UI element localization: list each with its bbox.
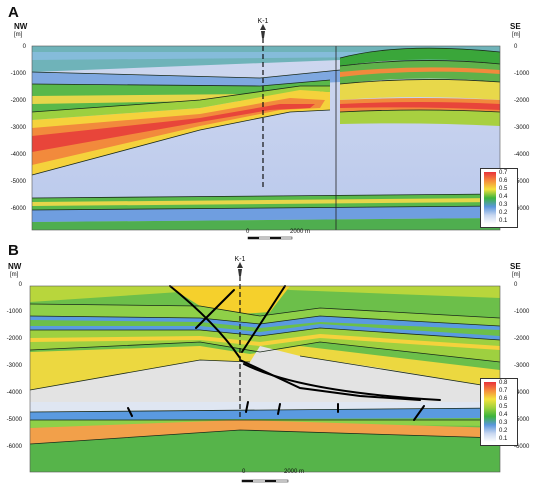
depth-tick: -2000 — [6, 336, 22, 342]
scale-end: 2000 m — [284, 469, 305, 475]
direction-right: SE — [510, 262, 521, 271]
depth-tick: -2000 — [10, 98, 26, 104]
legend-value: 0.6 — [499, 178, 508, 184]
depth-tick-right: -6000 — [514, 444, 530, 450]
well-label: K-1 — [257, 18, 269, 25]
depth-tick: -4000 — [6, 390, 22, 396]
depth-tick: -3000 — [6, 363, 22, 369]
legend-value: 0.5 — [499, 404, 508, 410]
panel-letter: B — [8, 242, 19, 259]
cross-section-b — [29, 262, 501, 483]
panel-letter: A — [8, 4, 19, 21]
scale-end: 2000 m — [290, 229, 311, 235]
legend-value: 0.3 — [499, 420, 508, 426]
direction-left: NW — [14, 22, 28, 31]
legend-bar — [484, 382, 496, 442]
legend-value: 0.5 — [499, 186, 508, 192]
depth-tick-right: -2000 — [514, 98, 530, 104]
depth-tick-right: -5000 — [514, 417, 530, 423]
legend-value: 0.1 — [499, 436, 508, 442]
well-derrick-icon — [237, 262, 243, 276]
color-legend: 0.8 0.7 0.6 0.5 0.4 0.3 0.2 0.1 — [480, 378, 518, 446]
color-legend: 0.7 0.6 0.5 0.4 0.3 0.2 0.1 — [480, 168, 518, 228]
depth-tick-right: 0 — [514, 282, 518, 288]
depth-tick-right: -4000 — [514, 390, 530, 396]
legend-bar — [484, 172, 496, 224]
depth-tick: 0 — [18, 282, 22, 288]
unit-left: [m] — [14, 32, 23, 38]
panel-b: B NW SE [m] [m] 0 -1000 -2000 -3000 -400… — [0, 242, 550, 486]
direction-left: NW — [8, 262, 22, 271]
depth-tick: -3000 — [10, 125, 26, 131]
depth-tick: 0 — [22, 44, 26, 50]
depth-tick: -5000 — [6, 417, 22, 423]
unit-right: [m] — [512, 32, 521, 38]
legend-value: 0.7 — [499, 388, 508, 394]
cross-section-a — [31, 24, 501, 240]
legend-value: 0.8 — [499, 380, 508, 386]
depth-tick: -5000 — [10, 179, 26, 185]
unit-right: [m] — [512, 272, 521, 278]
scale-start: 0 — [246, 229, 250, 235]
legend-value: 0.1 — [499, 218, 508, 224]
legend-value: 0.2 — [499, 428, 508, 434]
depth-tick: -4000 — [10, 152, 26, 158]
depth-tick: -1000 — [10, 71, 26, 77]
panel-a: A NW SE [m] [m] 0 -1000 -2000 -3000 -400… — [0, 0, 550, 242]
scale-start: 0 — [242, 469, 246, 475]
depth-tick: -6000 — [10, 206, 26, 212]
unit-left: [m] — [10, 272, 19, 278]
depth-tick-right: -3000 — [514, 125, 530, 131]
depth-tick-right: -2000 — [514, 336, 530, 342]
legend-value: 0.2 — [499, 210, 508, 216]
legend-value: 0.4 — [499, 194, 508, 200]
legend-value: 0.3 — [499, 202, 508, 208]
depth-tick: -1000 — [6, 309, 22, 315]
well-derrick-icon — [260, 24, 266, 38]
depth-tick-right: 0 — [514, 44, 518, 50]
legend-value: 0.7 — [499, 170, 508, 176]
well-label: K-1 — [234, 256, 246, 263]
legend-value: 0.4 — [499, 412, 508, 418]
depth-tick-right: -4000 — [514, 152, 530, 158]
depth-tick: -6000 — [6, 444, 22, 450]
depth-tick-right: -1000 — [514, 309, 530, 315]
depth-tick-right: -3000 — [514, 363, 530, 369]
direction-right: SE — [510, 22, 521, 31]
depth-tick-right: -5000 — [514, 179, 530, 185]
legend-value: 0.6 — [499, 396, 508, 402]
depth-tick-right: -6000 — [514, 206, 530, 212]
depth-tick-right: -1000 — [514, 71, 530, 77]
